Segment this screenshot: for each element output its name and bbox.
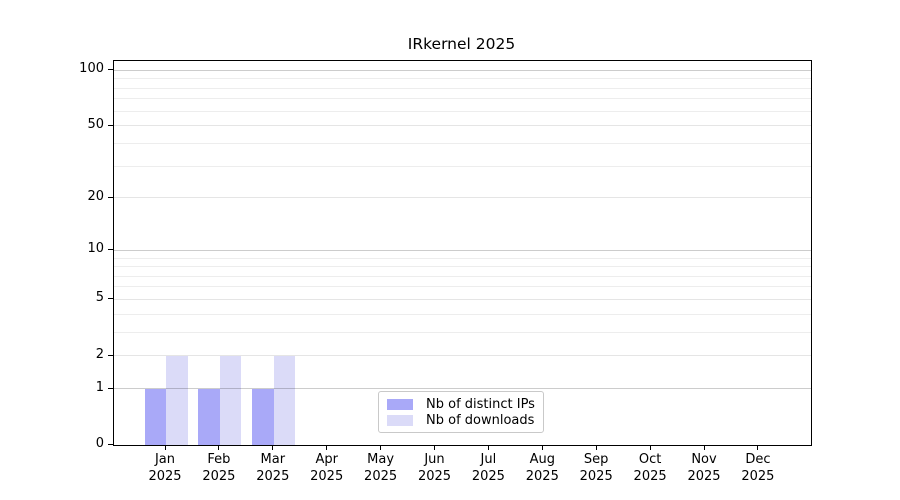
y-tick-label: 100 [79,61,104,77]
y-tick-mark [108,354,113,356]
x-tick-label-jan: Jan 2025 [148,452,182,484]
x-tick-label-aug: Aug 2025 [525,452,559,484]
gridline-y-7 [114,275,811,277]
gridline-y-60 [114,110,811,112]
y-tick-mark [108,69,113,71]
legend: Nb of distinct IPs Nb of downloads [378,391,544,433]
x-tick-mark [272,445,274,450]
gridline-y-10 [114,249,811,251]
x-tick-mark [595,445,597,450]
y-tick-label: 0 [95,436,104,451]
x-tick-label-jun: Jun 2025 [417,452,452,484]
plot-area [113,60,812,446]
x-tick-label-jul: Jul 2025 [471,452,505,484]
gridline-y-90 [114,78,811,80]
y-tick-mark [108,444,113,445]
x-tick-mark [757,445,759,450]
x-tick-label-may: May 2025 [364,452,398,484]
bar-nb-of-distinct-ips-jan [144,388,166,445]
x-tick-mark [218,445,220,450]
x-tick-label-oct: Oct 2025 [633,452,667,484]
x-tick-mark [541,445,543,450]
bar-nb-of-distinct-ips-mar [252,388,274,445]
x-tick-label-sep: Sep 2025 [579,452,613,484]
chart-title: IRkernel 2025 [407,35,516,53]
x-tick-label-apr: Apr 2025 [310,452,344,484]
x-tick-mark [164,445,166,450]
gridline-y-70 [114,98,811,100]
legend-label-downloads: Nb of downloads [426,412,535,428]
legend-item-downloads: Nb of downloads [387,413,535,429]
bar-nb-of-downloads-feb [219,355,242,445]
legend-item-distinct-ips: Nb of distinct IPs [387,397,535,413]
bar-nb-of-downloads-mar [273,355,296,445]
y-tick-label: 20 [87,188,104,204]
gridline-y-5 [114,298,811,300]
x-tick-mark [434,445,435,450]
gridline-y-9 [114,257,811,259]
y-tick-mark [108,124,113,126]
legend-swatch-distinct-ips-icon [387,399,413,411]
y-tick-label: 5 [95,290,104,306]
x-tick-label-feb: Feb 2025 [202,452,236,484]
y-tick-label: 50 [87,116,104,132]
gridline-y-8 [114,266,811,268]
bar-nb-of-downloads-jan [166,355,188,445]
x-tick-label-mar: Mar 2025 [256,452,290,484]
gridline-y-20 [114,197,811,199]
y-tick-mark [108,298,113,300]
legend-swatch-downloads-icon [387,414,413,426]
gridline-y-30 [114,165,811,167]
x-tick-label-dec: Dec 2025 [741,452,775,484]
gridline-y-6 [114,286,811,288]
y-tick-mark [108,249,113,251]
x-tick-mark [649,445,651,450]
gridline-y-4 [114,313,811,315]
x-tick-mark [703,445,705,450]
x-tick-mark [380,445,382,450]
bar-nb-of-distinct-ips-feb [198,388,220,445]
x-tick-label-nov: Nov 2025 [687,452,721,484]
gridline-y-100 [114,69,811,71]
gridline-y-80 [114,87,811,89]
gridline-y-3 [114,331,811,333]
gridline-y-2 [114,355,811,357]
y-tick-mark [108,387,113,389]
y-tick-label: 1 [95,379,104,395]
x-tick-mark [326,445,328,450]
gridline-y-50 [114,125,811,127]
legend-label-distinct-ips: Nb of distinct IPs [426,397,535,413]
x-tick-mark [487,445,489,450]
gridline-y-40 [114,142,811,144]
y-tick-label: 2 [95,346,104,362]
y-tick-label: 10 [87,241,104,257]
y-tick-mark [108,196,113,198]
